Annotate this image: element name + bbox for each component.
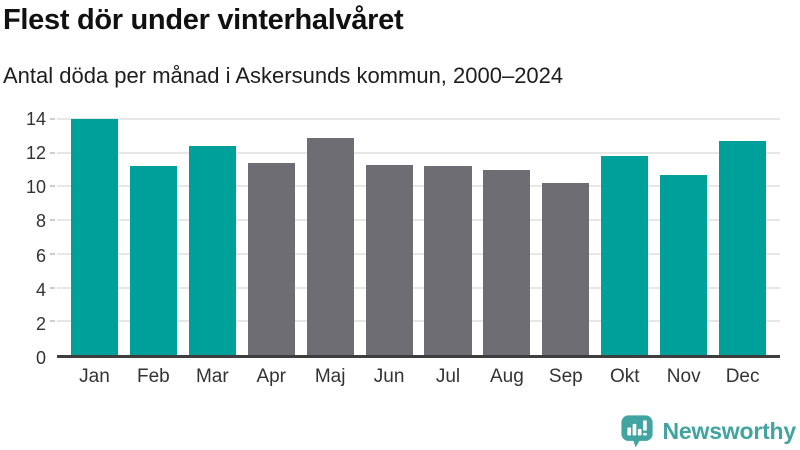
tick-mark-2 xyxy=(50,320,55,323)
x-label-nov: Nov xyxy=(666,366,701,387)
y-tick-label-2: 2 xyxy=(35,313,46,334)
y-tick-label-10: 10 xyxy=(25,177,46,198)
bar-slot-nov xyxy=(654,119,713,355)
x-label-mar: Mar xyxy=(195,366,229,387)
gridline-12 xyxy=(57,151,780,154)
bar-slot-aug xyxy=(477,119,536,355)
bar-slot-dec xyxy=(713,119,772,355)
x-label-maj: Maj xyxy=(314,366,346,387)
bar-slot-apr xyxy=(242,119,301,355)
x-axis-labels: Jan Feb Mar Apr Maj Jun Jul Aug Sep Okt Nov Dec xyxy=(57,366,780,388)
x-label-jan: Jan xyxy=(79,366,110,387)
bar-slot-jan xyxy=(65,119,124,355)
y-axis: 0 2 4 6 8 10 12 14 xyxy=(0,110,46,367)
tick-mark-4 xyxy=(50,286,55,289)
x-label-aug: Aug xyxy=(490,366,524,387)
bar-slot-mar xyxy=(183,119,242,355)
x-label-okt: Okt xyxy=(609,366,640,387)
bar-apr xyxy=(247,162,295,355)
bar-jul xyxy=(424,166,472,355)
bar-feb xyxy=(129,166,177,355)
bar-nov xyxy=(660,174,708,355)
bar-slot-maj xyxy=(301,119,360,355)
newsworthy-speech-bubble-chart-icon xyxy=(620,415,653,448)
x-label-dec: Dec xyxy=(725,366,760,387)
bar-slot-jul xyxy=(419,119,478,355)
bar-sep xyxy=(542,183,590,355)
bar-okt xyxy=(601,156,649,355)
chart-subtitle: Antal döda per månad i Askersunds kommun… xyxy=(3,63,564,88)
bar-mar xyxy=(188,145,236,355)
tick-mark-10 xyxy=(50,185,55,188)
gridline-4 xyxy=(57,286,780,289)
bar-dec xyxy=(719,140,767,355)
plot-area xyxy=(50,118,780,358)
bar-slot-feb xyxy=(124,119,183,355)
y-tick-label-6: 6 xyxy=(35,245,46,266)
bar-slot-jun xyxy=(360,119,419,355)
tick-mark-14 xyxy=(50,118,55,120)
gridline-10 xyxy=(57,185,780,188)
bar-slot-okt xyxy=(595,119,654,355)
gridline-8 xyxy=(57,219,780,222)
bar-slot-sep xyxy=(536,119,595,355)
tick-mark-8 xyxy=(50,219,55,222)
bar-aug xyxy=(483,169,531,355)
chart-title: Flest dör under vinterhalvåret xyxy=(3,4,404,36)
x-label-jun: Jun xyxy=(373,366,405,387)
y-tick-label-4: 4 xyxy=(35,279,46,300)
gridline-2 xyxy=(57,320,780,323)
bar-maj xyxy=(306,137,354,355)
y-tick-label-12: 12 xyxy=(25,143,46,164)
y-tick-label-14: 14 xyxy=(25,109,46,129)
y-tick-label-0: 0 xyxy=(35,348,46,368)
gridline-6 xyxy=(57,252,780,255)
newsworthy-logo: Newsworthy xyxy=(620,414,796,448)
x-label-sep: Sep xyxy=(548,366,583,387)
gridline-14 xyxy=(57,118,780,120)
bars xyxy=(57,119,780,355)
x-label-jul: Jul xyxy=(435,366,461,387)
tick-mark-12 xyxy=(50,151,55,154)
y-tick-label-8: 8 xyxy=(35,211,46,232)
brand-name: Newsworthy xyxy=(662,417,797,444)
tick-mark-6 xyxy=(50,252,55,255)
bar-chart: 0 2 4 6 8 10 12 14 xyxy=(0,110,800,367)
bar-jun xyxy=(365,164,413,355)
x-label-feb: Feb xyxy=(137,366,170,387)
bar-jan xyxy=(70,119,119,355)
x-label-apr: Apr xyxy=(256,366,287,387)
